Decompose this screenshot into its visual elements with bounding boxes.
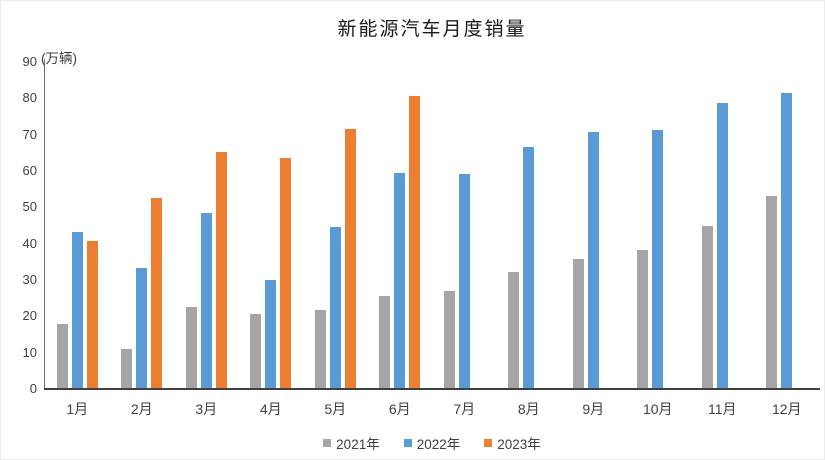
bar-2022年-8月 — [523, 147, 535, 389]
bar-2022年-7月 — [458, 173, 470, 389]
bar-2021年-3月 — [185, 306, 197, 389]
month-group — [432, 62, 497, 389]
bar-2022年-3月 — [200, 213, 212, 389]
legend-swatch-icon — [323, 439, 332, 447]
x-tick-label: 3月 — [195, 401, 218, 417]
bar-2023年-4月 — [280, 157, 292, 389]
month-group — [174, 62, 239, 389]
x-tick-label: 1月 — [66, 401, 89, 417]
bar-2022年-4月 — [265, 280, 277, 389]
legend-label: 2023年 — [497, 437, 541, 452]
x-axis-labels: 1月 2月 3月 4月 5月 6月 7月 8月 9月 10月 11月 12月 — [45, 399, 819, 419]
bar-2021年-2月 — [121, 349, 133, 389]
bar-2021年-8月 — [508, 272, 520, 389]
y-tick-label: 60 — [22, 163, 37, 178]
legend-swatch-icon — [484, 439, 493, 447]
y-tick-label: 90 — [22, 54, 37, 69]
month-group — [239, 62, 304, 389]
month-group — [110, 62, 175, 389]
month-group — [368, 62, 433, 389]
y-tick-label: 80 — [22, 90, 37, 106]
bar-2023年-3月 — [215, 151, 227, 389]
month-group — [561, 62, 626, 389]
month-group — [626, 62, 691, 389]
bar-2022年-6月 — [394, 172, 406, 389]
bar-2022年-11月 — [716, 103, 728, 389]
month-group — [497, 62, 562, 389]
y-tick-label: 30 — [22, 272, 37, 287]
y-tick-label: 10 — [22, 344, 37, 360]
bar-2023年-2月 — [151, 198, 163, 389]
bar-2021年-12月 — [766, 196, 778, 389]
bar-2021年-10月 — [637, 249, 649, 389]
x-tick-label: 11月 — [707, 401, 737, 417]
y-tick-label: 20 — [22, 308, 37, 324]
x-tick-label: 10月 — [642, 401, 673, 417]
x-tick-label: 7月 — [453, 401, 476, 417]
legend-item-2023年: 2023年 — [484, 433, 541, 453]
x-tick-label: 5月 — [324, 401, 347, 417]
bar-2022年-12月 — [781, 93, 793, 389]
bar-2021年-11月 — [701, 225, 713, 389]
month-group — [45, 62, 110, 389]
y-tick-label: 50 — [22, 199, 37, 215]
legend-swatch-icon — [403, 439, 412, 447]
legend: 2021年 2022年 2023年 — [45, 433, 819, 453]
month-group — [690, 62, 755, 389]
y-tick-label: 40 — [22, 235, 37, 251]
y-axis-unit-label: (万辆) — [41, 51, 77, 66]
bar-2022年-2月 — [136, 267, 148, 389]
x-tick-label: 8月 — [517, 401, 540, 417]
bar-2023年-1月 — [86, 240, 98, 389]
plot-area — [45, 62, 819, 389]
legend-label: 2021年 — [336, 437, 380, 452]
bar-2021年-5月 — [314, 310, 326, 389]
y-tick-label: 70 — [22, 126, 37, 142]
month-group — [755, 62, 820, 389]
bar-2022年-5月 — [329, 226, 341, 389]
bar-2021年-7月 — [443, 290, 455, 389]
bar-2022年-10月 — [652, 129, 664, 389]
month-group — [303, 62, 368, 389]
x-tick-label: 9月 — [582, 401, 605, 417]
x-tick-label: 6月 — [388, 401, 411, 417]
x-tick-label: 12月 — [771, 401, 802, 417]
chart-title: 新能源汽车月度销量 — [337, 19, 527, 40]
bar-2022年-1月 — [71, 232, 83, 389]
bar-2021年-9月 — [572, 259, 584, 389]
bar-2021年-1月 — [56, 324, 68, 389]
x-tick-label: 2月 — [130, 401, 153, 417]
x-axis-line — [44, 388, 820, 390]
bar-2023年-6月 — [409, 96, 421, 389]
y-tick-label: 0 — [29, 381, 37, 396]
bar-2021年-4月 — [250, 314, 262, 389]
bar-2021年-6月 — [379, 296, 391, 389]
bar-2022年-9月 — [587, 131, 599, 389]
x-tick-label: 4月 — [259, 401, 282, 417]
legend-label: 2022年 — [416, 437, 461, 452]
legend-item-2022年: 2022年 — [403, 433, 461, 453]
legend-item-2021年: 2021年 — [323, 433, 380, 453]
bar-2023年-5月 — [344, 128, 356, 389]
y-axis-line — [44, 59, 45, 389]
